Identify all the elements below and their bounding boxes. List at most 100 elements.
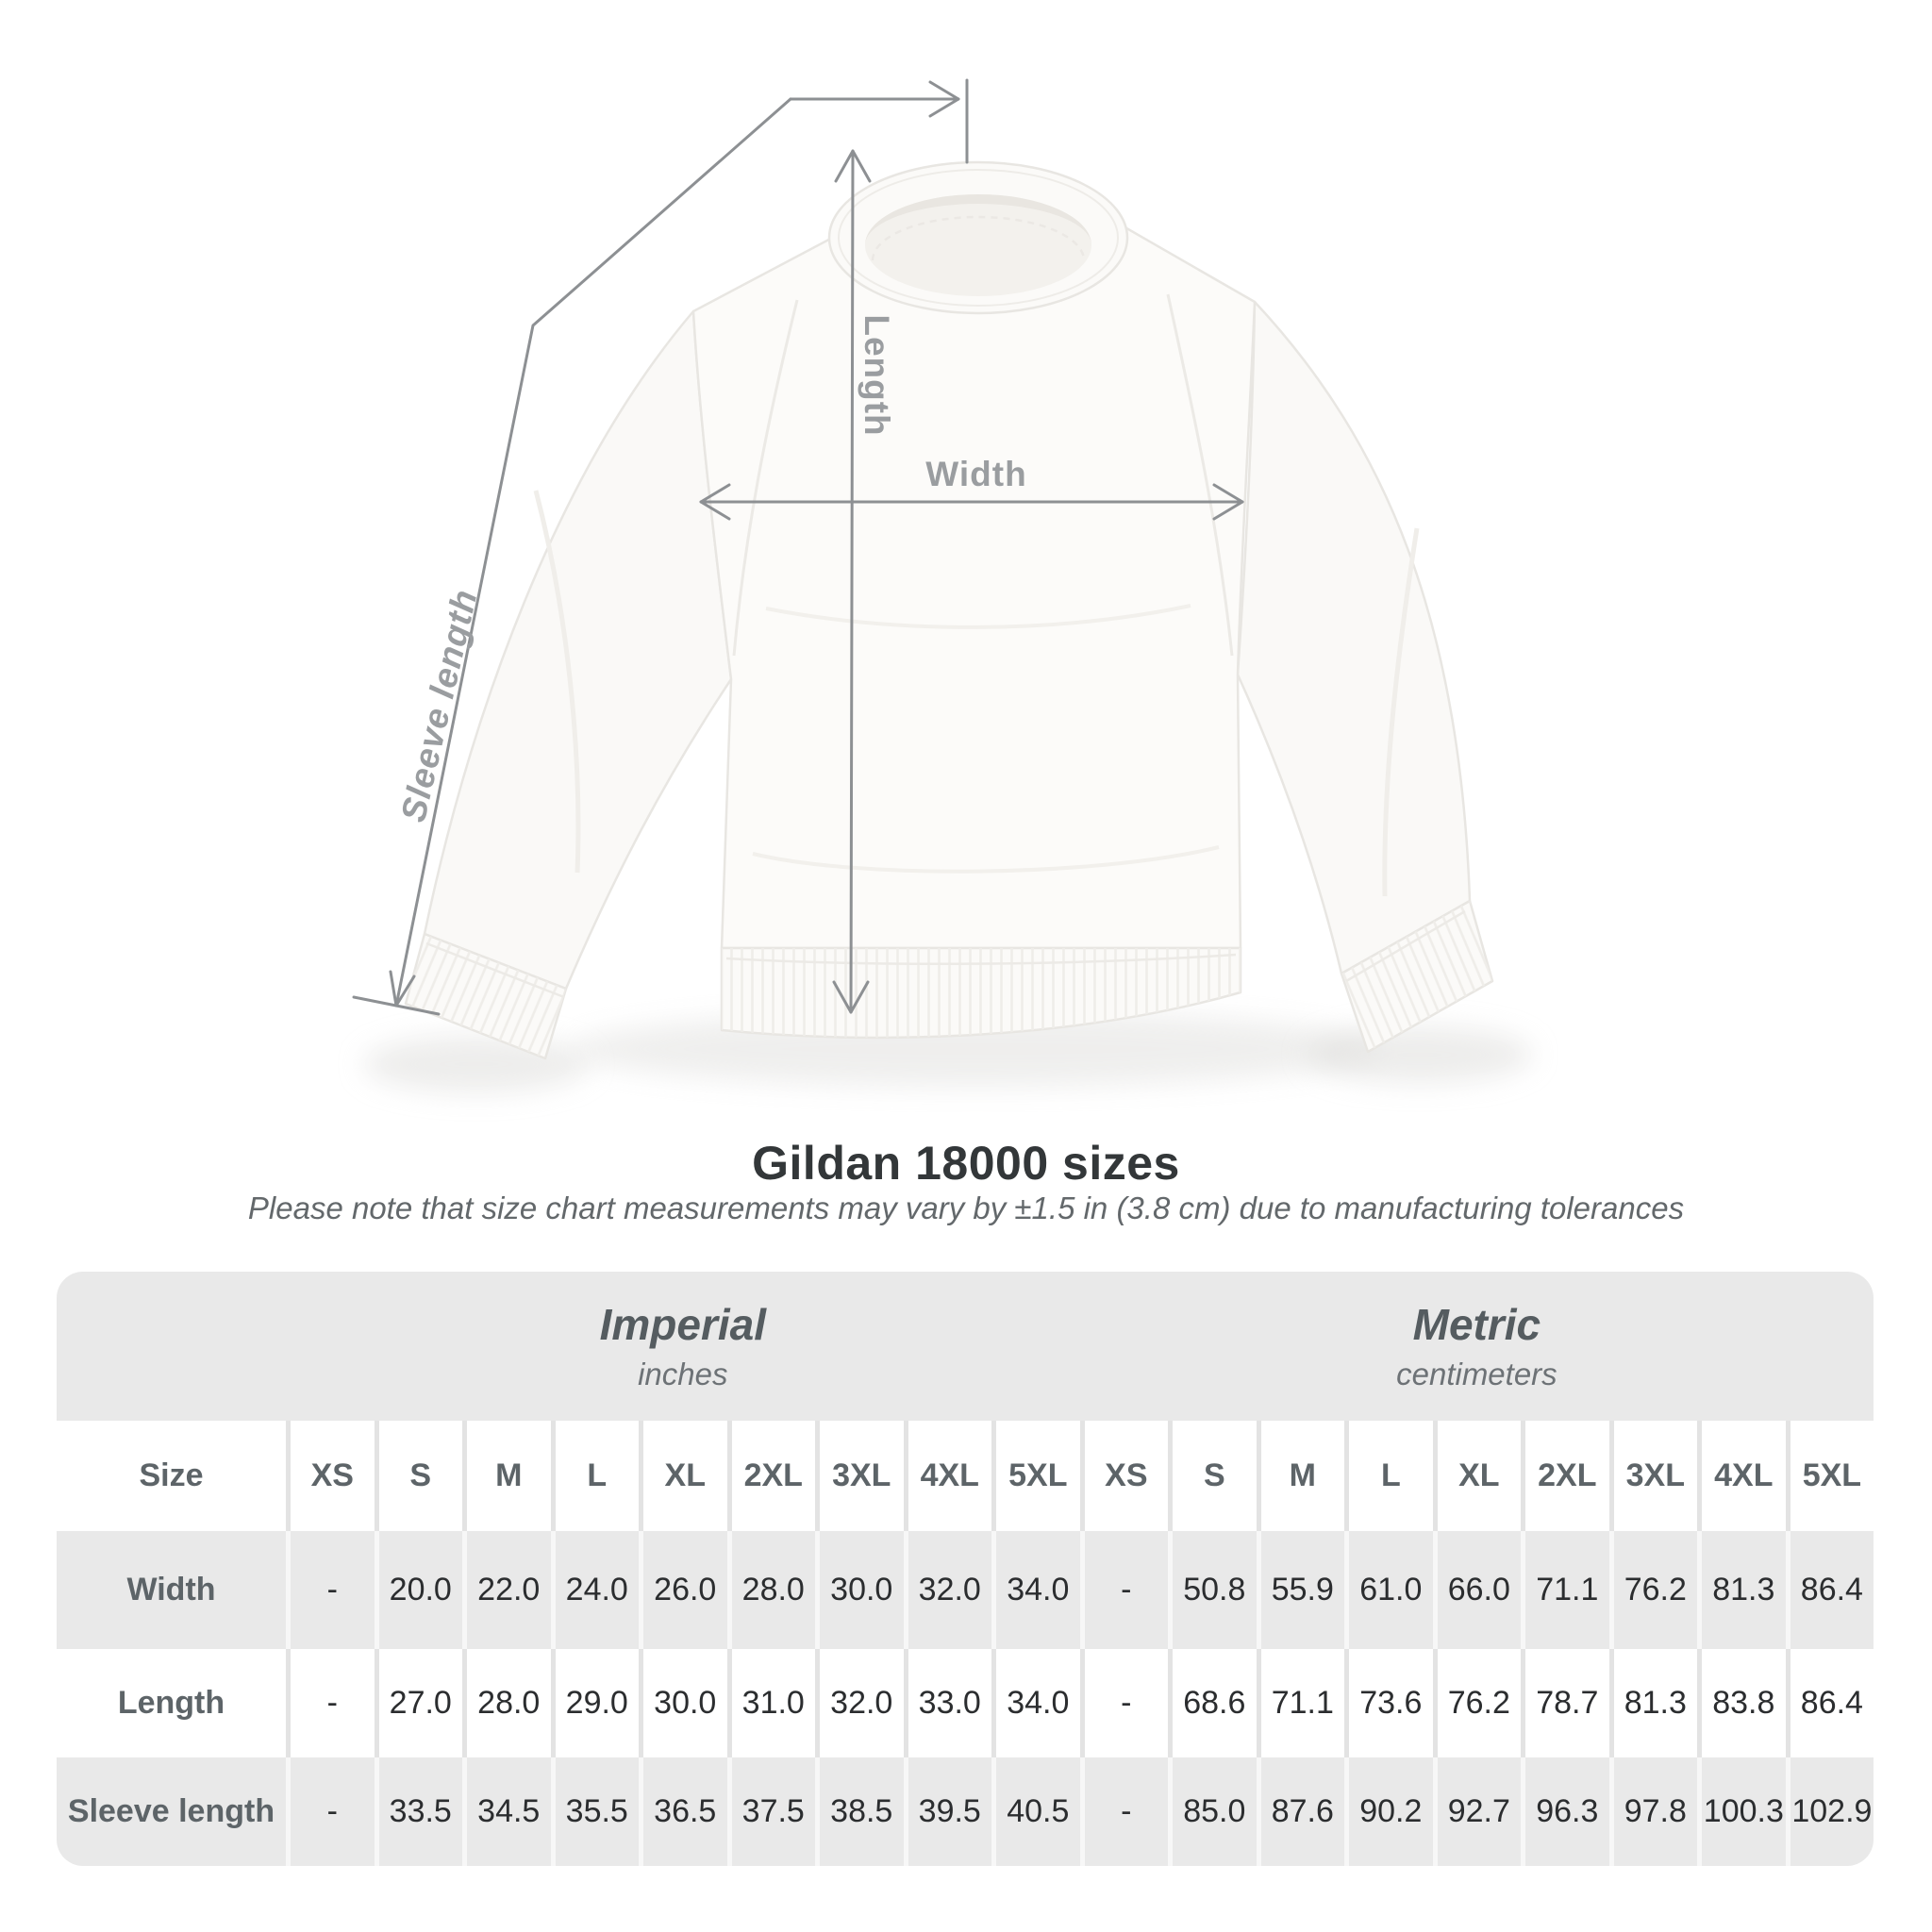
page-title: Gildan 18000 sizes	[752, 1137, 1180, 1190]
value-cell: 78.7	[1521, 1649, 1609, 1757]
value-cell: 85.0	[1168, 1757, 1257, 1866]
size-header-cell: M	[462, 1421, 551, 1531]
collar	[827, 160, 1129, 315]
size-header-cell: L	[550, 1421, 639, 1531]
size-header-cell: 2XL	[1521, 1421, 1609, 1531]
value-cell: -	[1079, 1649, 1169, 1757]
size-table-grid: Imperial inches Metric centimeters Size …	[57, 1272, 1874, 1866]
size-table: Imperial inches Metric centimeters Size …	[57, 1272, 1874, 1866]
value-cell: 30.0	[815, 1531, 904, 1649]
value-cell: 71.1	[1521, 1531, 1609, 1649]
value-cell: 24.0	[550, 1531, 639, 1649]
size-header-cell: 5XL	[991, 1421, 1080, 1531]
value-cell: -	[286, 1757, 375, 1866]
width-row: Width - 20.0 22.0 24.0 26.0 28.0 30.0 32…	[57, 1531, 1874, 1649]
body	[691, 206, 1257, 950]
size-header-cell: 4XL	[903, 1421, 991, 1531]
size-header-cell: XS	[1079, 1421, 1169, 1531]
unit-group-row: Imperial inches Metric centimeters	[57, 1272, 1874, 1421]
value-cell: 55.9	[1256, 1531, 1345, 1649]
length-arrow	[832, 149, 872, 1014]
value-cell: 76.2	[1608, 1531, 1698, 1649]
value-cell: -	[286, 1531, 375, 1649]
value-cell: 83.8	[1697, 1649, 1786, 1757]
metric-group-name: Metric	[1412, 1299, 1541, 1349]
value-cell: -	[1079, 1757, 1169, 1866]
value-cell: 34.0	[991, 1531, 1080, 1649]
size-header-cell: L	[1344, 1421, 1433, 1531]
width-arrow	[699, 483, 1244, 521]
size-header-cell: 3XL	[815, 1421, 904, 1531]
value-cell: -	[286, 1649, 375, 1757]
length-measure-label: Length	[858, 314, 896, 437]
sleeve-length-arrow	[352, 78, 969, 1016]
value-cell: 90.2	[1344, 1757, 1433, 1866]
imperial-group-name: Imperial	[599, 1299, 766, 1349]
size-header-cell: 4XL	[1697, 1421, 1786, 1531]
value-cell: 61.0	[1344, 1531, 1433, 1649]
value-cell: 32.0	[903, 1531, 991, 1649]
value-cell: 40.5	[991, 1757, 1080, 1866]
value-cell: 27.0	[374, 1649, 462, 1757]
value-cell: 28.0	[726, 1531, 815, 1649]
band-corner-cell	[57, 1272, 286, 1421]
tolerance-note: Please note that size chart measurements…	[247, 1191, 1685, 1225]
value-cell: 37.5	[726, 1757, 815, 1866]
size-header-cell: 3XL	[1608, 1421, 1698, 1531]
value-cell: 28.0	[462, 1649, 551, 1757]
size-header-cell: 2XL	[726, 1421, 815, 1531]
value-cell: 29.0	[550, 1649, 639, 1757]
value-cell: -	[1079, 1531, 1169, 1649]
value-cell: 34.0	[991, 1649, 1080, 1757]
sweatshirt-photo	[363, 160, 1533, 1092]
size-header-cell: S	[1168, 1421, 1257, 1531]
value-cell: 30.0	[639, 1649, 727, 1757]
row-label: Sleeve length	[57, 1757, 286, 1866]
size-header-cell: M	[1256, 1421, 1345, 1531]
right-sleeve	[1236, 300, 1472, 975]
sweatshirt-figure	[352, 78, 1533, 1092]
value-cell: 97.8	[1608, 1757, 1698, 1866]
value-cell: 100.3	[1697, 1757, 1786, 1866]
width-measure-label: Width	[925, 455, 1027, 493]
value-cell: 31.0	[726, 1649, 815, 1757]
value-cell: 33.5	[374, 1757, 462, 1866]
value-cell: 38.5	[815, 1757, 904, 1866]
size-column-header: Size	[57, 1421, 286, 1531]
value-cell: 66.0	[1432, 1531, 1522, 1649]
value-cell: 34.5	[462, 1757, 551, 1866]
right-cuff	[1340, 899, 1494, 1054]
value-cell: 86.4	[1785, 1531, 1874, 1649]
value-cell: 36.5	[639, 1757, 727, 1866]
length-row: Length - 27.0 28.0 29.0 30.0 31.0 32.0 3…	[57, 1649, 1874, 1757]
value-cell: 81.3	[1608, 1649, 1698, 1757]
value-cell: 20.0	[374, 1531, 462, 1649]
imperial-group-header: Imperial inches	[286, 1272, 1080, 1421]
value-cell: 96.3	[1521, 1757, 1609, 1866]
size-header-cell: XL	[1432, 1421, 1522, 1531]
size-header-cell: XL	[639, 1421, 727, 1531]
row-label: Width	[57, 1531, 286, 1649]
value-cell: 92.7	[1432, 1757, 1522, 1866]
value-cell: 68.6	[1168, 1649, 1257, 1757]
value-cell: 22.0	[462, 1531, 551, 1649]
value-cell: 73.6	[1344, 1649, 1433, 1757]
metric-group-unit: centimeters	[1396, 1357, 1557, 1392]
value-cell: 32.0	[815, 1649, 904, 1757]
value-cell: 33.0	[903, 1649, 991, 1757]
value-cell: 102.9	[1785, 1757, 1874, 1866]
value-cell: 81.3	[1697, 1531, 1786, 1649]
value-cell: 86.4	[1785, 1649, 1874, 1757]
row-label: Length	[57, 1649, 286, 1757]
value-cell: 39.5	[903, 1757, 991, 1866]
value-cell: 35.5	[550, 1757, 639, 1866]
value-cell: 50.8	[1168, 1531, 1257, 1649]
metric-group-header: Metric centimeters	[1079, 1272, 1874, 1421]
size-header-row: Size XS S M L XL 2XL 3XL 4XL 5XL XS S M …	[57, 1421, 1874, 1531]
imperial-group-unit: inches	[638, 1357, 728, 1392]
size-header-cell: 5XL	[1785, 1421, 1874, 1531]
size-header-cell: XS	[286, 1421, 375, 1531]
value-cell: 87.6	[1256, 1757, 1345, 1866]
value-cell: 26.0	[639, 1531, 727, 1649]
